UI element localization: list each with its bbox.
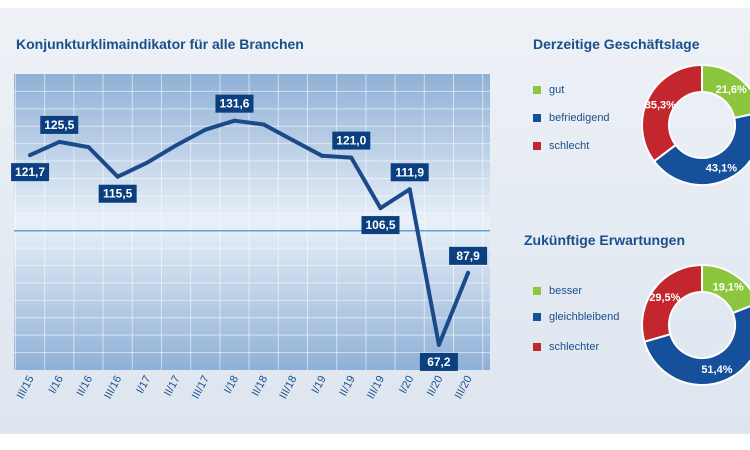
data-point <box>57 139 62 144</box>
data-label-box <box>361 216 400 235</box>
legend-label: besser <box>549 285 583 297</box>
donut-slice <box>701 63 750 120</box>
data-label: 115,5 <box>98 184 137 203</box>
data-label-text: 131,6 <box>219 97 249 111</box>
data-label: 125,5 <box>40 115 79 134</box>
data-label: 131,6 <box>215 94 254 113</box>
legend-item-schlechter: schlechter <box>533 341 599 353</box>
data-label: 67,2 <box>419 352 458 371</box>
legend-item-schlecht: schlecht <box>533 140 589 152</box>
data-label-box <box>449 246 488 265</box>
data-point <box>261 122 266 127</box>
data-label-text: 125,5 <box>44 118 74 132</box>
donut-slice <box>641 263 703 343</box>
data-label-text: 121,0 <box>336 134 366 148</box>
data-label: 106,5 <box>361 216 400 235</box>
donut-slice <box>641 63 703 163</box>
data-point <box>144 160 149 165</box>
donut-value-label: 19,1% <box>713 282 744 294</box>
data-label-text: 87,9 <box>456 249 480 263</box>
data-label-box <box>419 352 458 371</box>
donut-slice <box>701 263 750 315</box>
data-point <box>436 342 441 347</box>
legend-label: befriedigend <box>549 112 610 124</box>
donut-slice <box>652 113 750 186</box>
data-point <box>290 138 295 143</box>
legend-label: schlecht <box>549 140 590 152</box>
data-point <box>407 187 412 192</box>
data-label-box <box>98 184 137 203</box>
data-label-text: 111,9 <box>395 165 424 179</box>
legend-item-gut: gut <box>533 84 564 96</box>
data-label-text: 115,5 <box>103 187 133 201</box>
legend-swatch-blue <box>533 313 541 321</box>
series-line <box>28 118 471 347</box>
data-point <box>174 143 179 148</box>
donut-value-label: 29,5% <box>649 292 680 304</box>
line-chart-title: Konjunkturklimaindikator für alle Branch… <box>16 36 304 52</box>
data-point <box>203 127 208 132</box>
data-point <box>232 118 237 123</box>
donut-1-title: Derzeitige Geschäftslage <box>533 36 700 52</box>
legend-swatch-red <box>533 142 541 150</box>
legend-label: gut <box>549 84 565 96</box>
data-label: 121,7 <box>11 163 50 182</box>
data-label-box <box>11 163 50 182</box>
legend-label: gleichbleibend <box>549 311 620 323</box>
data-point <box>86 145 91 150</box>
data-point <box>466 270 471 275</box>
data-label-box <box>332 131 371 150</box>
legend-swatch-red <box>533 343 541 351</box>
data-label: 111,9 <box>390 163 429 182</box>
data-point <box>28 153 33 158</box>
data-label: 121,0 <box>332 131 371 150</box>
data-label-text: 67,2 <box>427 355 451 369</box>
data-label: 87,9 <box>449 246 488 265</box>
legend-label: schlechter <box>549 341 600 353</box>
donut-value-label: 43,1% <box>706 162 737 174</box>
legend-swatch-blue <box>533 114 541 122</box>
donut-2-title: Zukünftige Erwartungen <box>524 232 685 248</box>
legend-swatch-green <box>533 86 541 94</box>
data-label-text: 121,7 <box>15 165 45 179</box>
legend-swatch-green <box>533 287 541 295</box>
legend-item-befriedigend: befriedigend <box>533 112 610 124</box>
data-point <box>349 155 354 160</box>
donut-value-label: 51,4% <box>701 364 732 376</box>
data-label-text: 106,5 <box>365 218 395 232</box>
data-label-box <box>40 115 79 134</box>
data-point <box>378 206 383 211</box>
legend-item-besser: besser <box>533 285 582 297</box>
donut-slice <box>643 305 750 386</box>
data-label-box <box>215 94 254 113</box>
donut-value-label: 35,3% <box>645 99 676 111</box>
legend-item-gleichbleibend: gleichbleibend <box>533 311 619 323</box>
data-point <box>115 174 120 179</box>
data-point <box>320 153 325 158</box>
data-label-box <box>390 163 429 182</box>
donut-value-label: 21,6% <box>716 84 747 96</box>
